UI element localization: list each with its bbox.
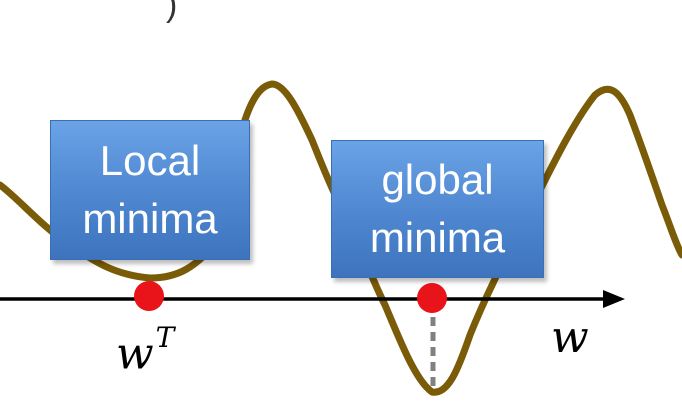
arrowhead-right-icon [603,290,625,308]
local-min-marker [134,281,164,311]
axis-variable-label: w [551,312,589,363]
label-wt-base: w [116,328,154,380]
local-min-axis-label: wT [116,318,174,381]
cropped-heading-fragment: ) [166,0,178,24]
label-wt-superscript: T [155,321,175,354]
global-minima-callout: global minima [331,140,544,278]
global-min-marker [417,283,447,313]
local-minima-callout: Local minima [50,120,250,260]
